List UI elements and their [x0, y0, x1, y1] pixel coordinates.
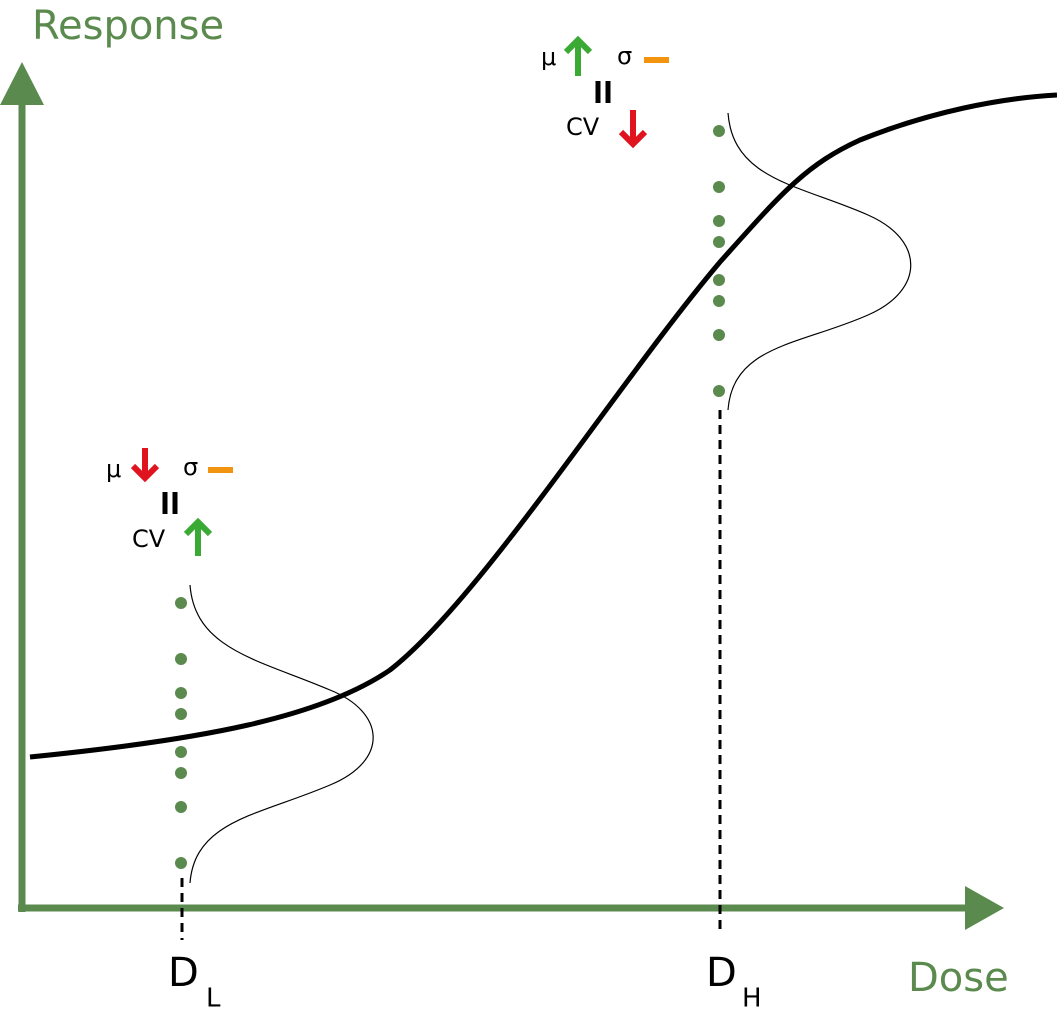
dot — [175, 801, 187, 813]
y-axis-label: Response — [32, 3, 224, 49]
dot — [175, 708, 187, 720]
distribution-curve — [189, 584, 374, 884]
dot — [713, 236, 725, 248]
dot — [175, 653, 187, 665]
dot — [713, 125, 725, 137]
dot — [713, 329, 725, 341]
dot — [713, 215, 725, 227]
response-dots — [713, 125, 725, 397]
dot — [175, 857, 187, 869]
dose-subscript: H — [742, 984, 762, 1014]
cv-label: CV — [566, 113, 600, 141]
dot — [175, 687, 187, 699]
dot — [713, 385, 725, 397]
dose-subscript: L — [206, 984, 221, 1014]
sd-symbol: σ — [183, 453, 198, 481]
up-arrow — [183, 517, 213, 556]
axes — [0, 62, 1004, 930]
equals-sign — [162, 492, 178, 514]
response-dots — [175, 597, 187, 869]
equals-sign — [595, 81, 611, 103]
mean-symbol: μ — [541, 43, 556, 71]
x-arrowhead — [965, 886, 1004, 930]
dot — [713, 295, 725, 307]
sd-symbol: σ — [617, 42, 632, 70]
distribution-curve — [727, 112, 912, 411]
x-axis-label: Dose — [908, 955, 1009, 1001]
cv-label: CV — [132, 525, 166, 553]
up-arrow — [563, 35, 593, 76]
down-arrow — [618, 110, 648, 149]
dot — [175, 597, 187, 609]
y-arrowhead — [0, 62, 44, 105]
dot — [713, 181, 725, 193]
dose-label: D — [706, 950, 737, 996]
dot — [175, 767, 187, 779]
dot — [175, 746, 187, 758]
dot — [713, 274, 725, 286]
dose-response-curve — [29, 92, 1057, 760]
dose-label: D — [168, 950, 199, 996]
mean-symbol: μ — [106, 455, 121, 483]
down-arrow — [130, 448, 160, 483]
